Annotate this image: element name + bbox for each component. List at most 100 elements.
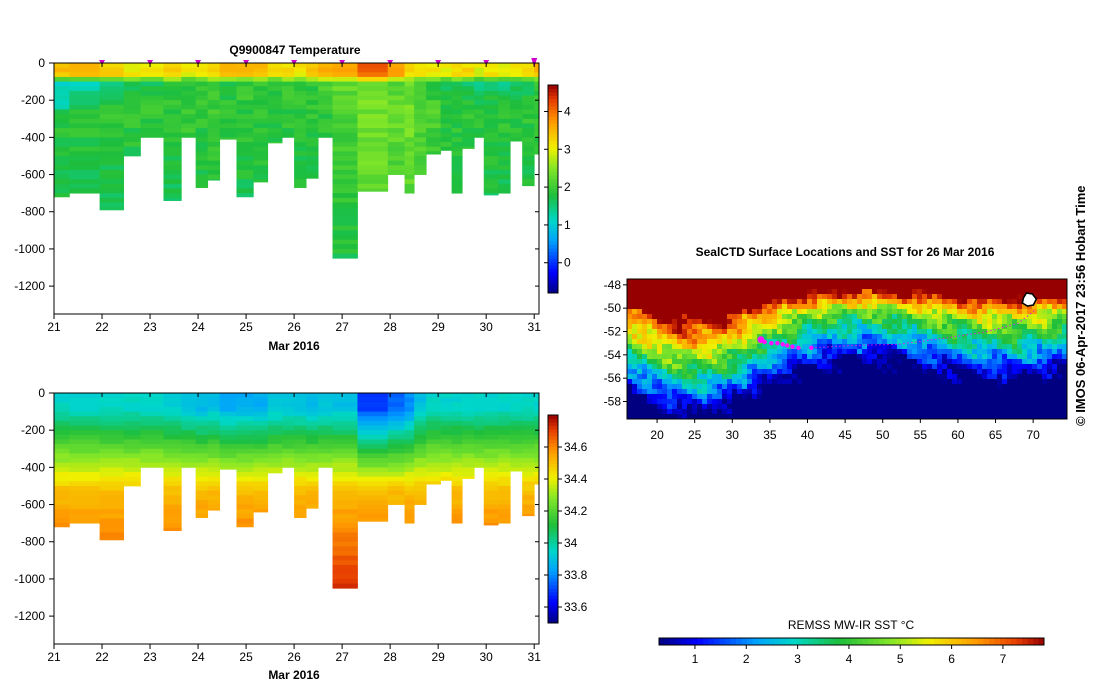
section-cell [451, 513, 463, 519]
sst-cell [687, 349, 693, 355]
sst-colorbar-segment [961, 638, 968, 645]
sst-cell [1047, 304, 1053, 310]
sst-cell [757, 279, 763, 285]
sst-cell [752, 404, 758, 410]
sst-cell [737, 389, 743, 395]
sst-cell [902, 414, 908, 419]
section-cell [123, 467, 141, 473]
sst-cell [792, 359, 798, 365]
sst-colorbar-segment [934, 638, 940, 645]
sst-cell [1052, 354, 1058, 360]
section-cell [332, 393, 358, 399]
section-cell [253, 485, 269, 492]
sst-cell [802, 299, 808, 305]
sst-cell [637, 329, 643, 335]
section-cell [483, 509, 499, 515]
sst-cell [907, 314, 913, 320]
section-cell [462, 104, 475, 110]
section-cell [195, 453, 209, 459]
y-tick-label: -400 [21, 130, 45, 144]
sst-cell [947, 279, 953, 285]
sst-cell [877, 324, 883, 330]
section-cell [282, 128, 295, 134]
sst-cell [802, 399, 808, 405]
sst-colorbar-segment [851, 638, 858, 645]
sst-colorbar-segment [835, 638, 841, 645]
x-tick-label: 27 [335, 320, 349, 334]
sst-cell [922, 339, 928, 345]
sst-cell [1032, 379, 1038, 385]
section-cell [69, 513, 101, 519]
section-cell [267, 137, 283, 143]
section-cell [414, 90, 427, 96]
sst-cell [1027, 329, 1033, 335]
sst-cell [937, 404, 943, 410]
section-cell [207, 114, 221, 120]
sst-cell [867, 384, 873, 390]
sst-cell [827, 364, 833, 370]
sst-cell [1012, 324, 1018, 330]
sst-colorbar-segment [736, 638, 742, 645]
sst-cell [1062, 289, 1067, 295]
section-cell [357, 458, 389, 464]
section-cell [219, 462, 237, 468]
sst-cell [987, 414, 993, 419]
section-cell [404, 137, 415, 143]
section-cell [69, 476, 101, 482]
sst-cell [1002, 339, 1008, 345]
map-x-tick-label: 30 [726, 428, 740, 442]
section-cell [163, 472, 182, 478]
section-cell [294, 95, 307, 101]
sst-cell [902, 364, 908, 370]
sst-cell [852, 344, 858, 350]
section-cell [236, 476, 254, 482]
sst-cell [917, 294, 923, 300]
sst-cell [772, 399, 778, 405]
colorbar-segment [548, 581, 558, 586]
section-cell [99, 118, 125, 124]
section-cell [510, 86, 523, 92]
section-cell [332, 551, 358, 557]
section-cell [510, 63, 523, 69]
section-cell [451, 128, 463, 134]
sst-cell [817, 284, 823, 290]
sst-cell [972, 279, 978, 285]
section-cell [163, 513, 182, 519]
sst-cell [727, 299, 733, 305]
sst-cell [712, 409, 718, 415]
sst-cell [842, 284, 848, 290]
sst-cell [702, 344, 708, 350]
sst-cell [982, 289, 988, 295]
sst-cell [947, 289, 953, 295]
sst-cell [892, 364, 898, 370]
sst-cell [912, 319, 918, 325]
sst-cell [877, 284, 883, 290]
sst-cell [747, 414, 753, 419]
sst-cell [752, 299, 758, 305]
section-cell [483, 146, 499, 152]
sst-cell [1052, 304, 1058, 310]
section-cell [195, 142, 209, 148]
sst-cell [1022, 314, 1028, 320]
sst-cell [982, 329, 988, 335]
sst-colorbar-segment [741, 638, 748, 645]
sst-cell [1047, 279, 1053, 285]
sst-cell [827, 334, 833, 340]
sst-cell [697, 404, 703, 410]
map-y-tick-label: -52 [604, 325, 622, 339]
section-cell [387, 430, 405, 436]
section-cell [426, 72, 441, 78]
section-cell [426, 458, 441, 464]
section-cell [498, 490, 511, 496]
section-cell [440, 95, 453, 101]
sst-cell [1017, 344, 1023, 350]
sst-cell [877, 334, 883, 340]
section-cell [451, 90, 463, 96]
sst-cell [942, 404, 948, 410]
sst-cell [817, 324, 823, 330]
section-cell [163, 155, 182, 162]
section-cell [306, 95, 319, 101]
section-cell [404, 458, 415, 464]
sst-cell [797, 389, 803, 395]
sst-cell [722, 324, 728, 330]
